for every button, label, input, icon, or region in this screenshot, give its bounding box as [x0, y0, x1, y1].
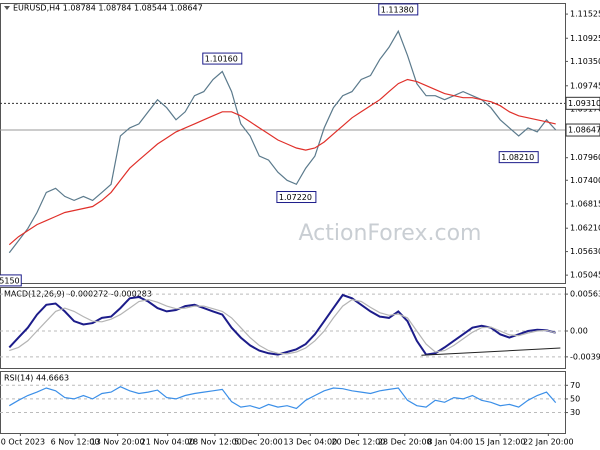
series-line	[8, 386, 557, 410]
y-tick-label: 0.00	[570, 327, 588, 336]
x-tick-label: 30 Oct 2023	[0, 438, 45, 447]
panel-frame	[0, 3, 566, 284]
x-tick-label: 28 Nov 12:00	[188, 438, 242, 447]
price-label: 1.09310	[568, 99, 600, 108]
y-tick-label: 1.07400	[570, 176, 600, 185]
annotation-label: 5150	[0, 276, 20, 285]
x-tick-label: 21 Nov 04:00	[141, 438, 195, 447]
y-tick-label: 1.09745	[570, 81, 600, 90]
y-tick-label: 1.05630	[570, 247, 600, 256]
y-tick-label: 1.07960	[570, 153, 600, 162]
panel-title: RSI(14) 44.6663	[4, 374, 69, 383]
y-tick-label: 1.06815	[570, 199, 600, 208]
annotation-label: 1.11380	[381, 5, 414, 14]
panel-frame	[0, 371, 566, 434]
x-tick-label: 6 Nov 12:00	[51, 438, 100, 447]
trendline	[421, 347, 561, 356]
y-tick-label: 1.06210	[570, 224, 600, 233]
price-label-box	[565, 123, 600, 137]
annotation-label: 1.08210	[501, 153, 534, 162]
x-tick-label: 13 Nov 20:00	[91, 438, 145, 447]
x-tick-label: 22 Jan 20:00	[523, 438, 574, 447]
menu-icon	[4, 6, 10, 10]
chart-title: EURUSD,H4 1.08784 1.08784 1.08544 1.0864…	[13, 4, 203, 13]
watermark: ActionForex.com	[299, 221, 482, 246]
price-label: 1.08647	[568, 126, 600, 135]
x-tick-label: 28 Dec 20:00	[378, 438, 432, 447]
series-line	[8, 29, 557, 254]
x-tick-label: 5 Dec 20:00	[234, 438, 283, 447]
annotation-box	[378, 3, 419, 16]
annotation-label: 1.07220	[279, 193, 312, 202]
y-tick-label: 30	[570, 408, 580, 417]
y-tick-label: -0.003949	[570, 352, 600, 361]
y-tick-label: 1.05045	[570, 271, 600, 280]
annotation-box	[276, 191, 317, 204]
annotation-box	[0, 274, 22, 287]
y-tick-label: 1.10925	[570, 34, 600, 43]
annotation-label: 1.10160	[205, 55, 238, 64]
annotation-box	[202, 52, 243, 65]
y-tick-label: 0.005635	[570, 290, 600, 299]
y-tick-label: 1.10350	[570, 57, 600, 66]
x-tick-label: 20 Dec 12:00	[332, 438, 386, 447]
y-tick-label: 1.11525	[570, 10, 600, 19]
y-tick-label: 70	[570, 381, 580, 390]
series-line	[8, 78, 556, 246]
y-tick-label: 50	[570, 394, 580, 403]
series-line	[9, 298, 556, 355]
panel-title: MACD(12,26,9) -0.000272 -0.000283	[4, 290, 152, 299]
x-tick-label: 15 Jan 12:00	[475, 438, 526, 447]
annotation-box	[498, 151, 539, 164]
price-label-box	[565, 96, 600, 110]
panel-frame	[0, 287, 566, 369]
x-tick-label: 8 Jan 04:00	[427, 438, 473, 447]
x-tick-label: 13 Dec 04:00	[283, 438, 337, 447]
